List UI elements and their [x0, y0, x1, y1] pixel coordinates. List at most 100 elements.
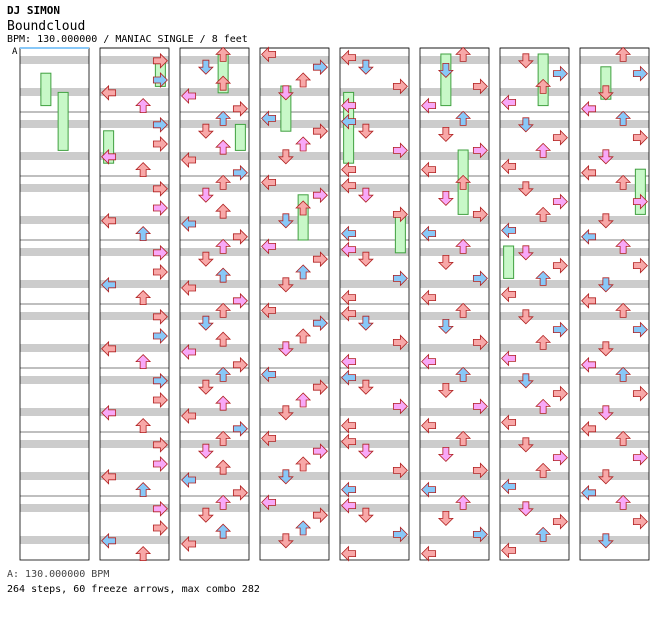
step-arrow	[215, 46, 232, 62]
beat-stripe	[420, 280, 489, 288]
beat-stripe	[260, 296, 329, 304]
beat-stripe	[260, 152, 329, 160]
beat-stripe	[340, 168, 409, 176]
beat-stripe	[500, 424, 569, 432]
beat-stripe	[500, 232, 569, 240]
step-arrow	[421, 481, 437, 498]
step-arrow	[215, 75, 232, 91]
step-arrow	[135, 482, 152, 498]
beat-stripe	[420, 88, 489, 96]
beat-stripe	[580, 328, 649, 336]
step-arrow	[632, 385, 648, 402]
beat-stripe	[180, 328, 249, 336]
beat-stripe	[100, 552, 169, 560]
step-arrow	[197, 315, 214, 331]
beat-stripe	[100, 376, 169, 384]
step-arrow	[437, 254, 454, 270]
step-arrow	[152, 456, 168, 472]
step-arrow	[472, 78, 488, 95]
beat-stripe	[340, 72, 409, 80]
step-arrow	[295, 264, 312, 280]
beat-stripe	[20, 168, 89, 176]
step-arrow	[615, 302, 632, 318]
step-arrow	[215, 395, 232, 411]
beat-stripe	[420, 328, 489, 336]
beat-stripe	[420, 440, 489, 448]
beat-stripe	[500, 360, 569, 368]
beat-stripe	[580, 120, 649, 128]
step-arrow	[392, 398, 408, 415]
freeze-arrow	[634, 168, 646, 215]
step-arrow	[341, 161, 357, 178]
beat-stripe	[20, 232, 89, 240]
step-arrow	[535, 78, 552, 94]
step-arrow	[455, 174, 472, 190]
beat-stripe	[340, 440, 409, 448]
beat-stripe	[580, 136, 649, 144]
step-arrow	[535, 270, 552, 286]
beat-stripe	[420, 376, 489, 384]
beat-stripe	[100, 136, 169, 144]
step-arrow	[135, 290, 152, 306]
step-arrow	[101, 468, 117, 485]
beat-stripe	[340, 152, 409, 160]
beat-stripe	[180, 248, 249, 256]
beat-stripe	[580, 392, 649, 400]
step-arrow	[535, 334, 552, 350]
step-arrow	[277, 277, 294, 293]
beat-stripe	[180, 152, 249, 160]
beat-stripe	[340, 312, 409, 320]
beat-stripe	[580, 440, 649, 448]
beat-stripe	[20, 424, 89, 432]
beat-stripe	[100, 184, 169, 192]
freeze-arrow	[440, 53, 452, 107]
step-arrow	[615, 238, 632, 254]
beat-stripe	[420, 72, 489, 80]
step-arrow	[197, 443, 214, 459]
step-arrow	[215, 459, 232, 475]
step-arrow	[215, 174, 232, 190]
beat-stripe	[500, 312, 569, 320]
beat-stripe	[340, 376, 409, 384]
step-arrow	[501, 478, 517, 495]
beat-stripe	[180, 296, 249, 304]
beat-stripe	[420, 520, 489, 528]
beat-stripe	[580, 344, 649, 352]
beat-stripe	[420, 232, 489, 240]
beat-stripe	[500, 104, 569, 112]
beat-stripe	[500, 280, 569, 288]
step-arrow	[135, 418, 152, 434]
beat-stripe	[260, 392, 329, 400]
step-arrow	[232, 484, 248, 501]
beat-stripe	[340, 264, 409, 272]
step-arrow	[135, 162, 152, 178]
step-arrow	[101, 340, 117, 357]
step-arrow	[501, 94, 517, 111]
step-arrow	[295, 328, 312, 344]
beat-stripe	[580, 312, 649, 320]
step-arrow	[615, 174, 632, 190]
beat-stripe	[580, 536, 649, 544]
step-arrow	[135, 98, 152, 113]
step-arrow	[197, 379, 214, 395]
step-arrow	[455, 110, 472, 126]
beat-stripe	[420, 488, 489, 496]
step-arrow	[261, 430, 277, 447]
beat-stripe	[580, 424, 649, 432]
beat-stripe	[500, 536, 569, 544]
step-arrow	[535, 206, 552, 222]
step-arrow	[357, 123, 374, 139]
step-arrow	[437, 126, 454, 142]
beat-stripe	[100, 504, 169, 512]
beat-stripe	[260, 56, 329, 64]
song-title: Boundcloud	[7, 19, 86, 34]
beat-stripe	[260, 488, 329, 496]
step-arrow	[181, 152, 197, 168]
beat-stripe	[260, 248, 329, 256]
step-arrow	[437, 190, 454, 206]
beat-stripe	[500, 216, 569, 224]
beat-stripe	[260, 376, 329, 384]
step-arrow	[597, 533, 614, 549]
beat-stripe	[340, 488, 409, 496]
